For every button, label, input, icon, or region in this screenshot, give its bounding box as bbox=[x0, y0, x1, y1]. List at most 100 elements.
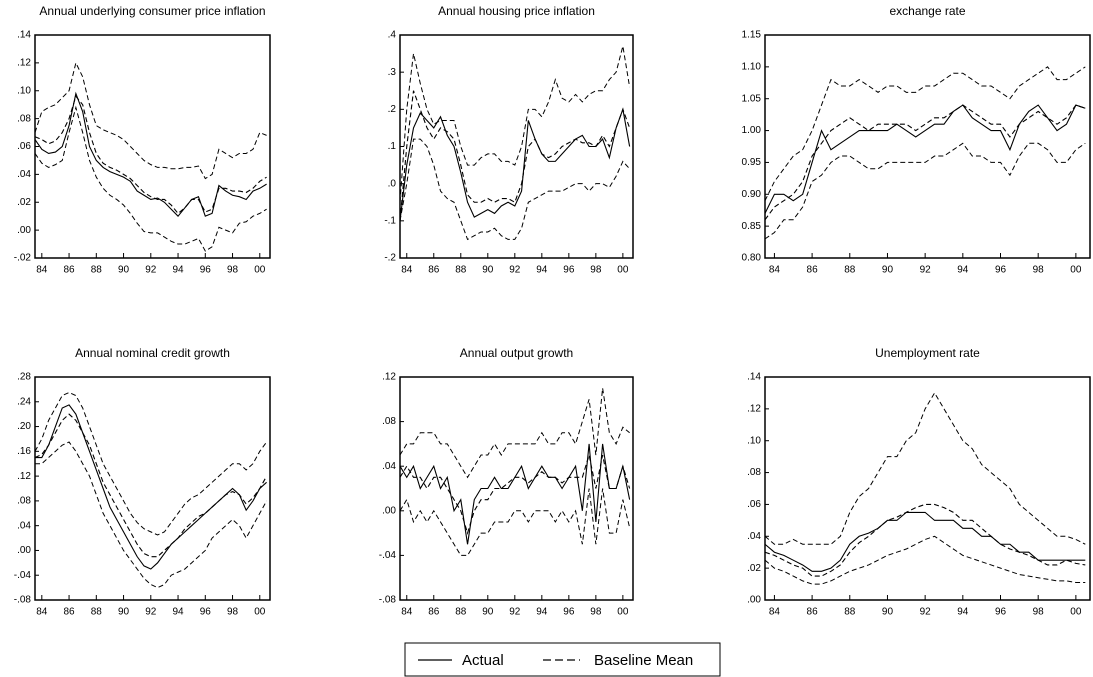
y-tick-label: 0.80 bbox=[742, 253, 762, 264]
x-tick-label: 88 bbox=[455, 265, 467, 276]
band-upper bbox=[399, 46, 631, 203]
y-tick-label: -.08 bbox=[379, 595, 397, 606]
y-tick-label: .02 bbox=[747, 563, 761, 574]
y-tick-label: .20 bbox=[17, 421, 31, 432]
band-upper bbox=[34, 391, 267, 536]
x-tick-label: 96 bbox=[200, 265, 212, 276]
x-tick-label: 84 bbox=[36, 607, 48, 618]
band-lower bbox=[34, 105, 267, 252]
x-tick-label: 94 bbox=[172, 265, 184, 276]
y-tick-label: .24 bbox=[17, 396, 31, 407]
baseline-line bbox=[764, 503, 1086, 577]
x-tick-label: 90 bbox=[882, 607, 894, 618]
chart-title: Annual underlying consumer price inflati… bbox=[39, 4, 265, 18]
baseline-line bbox=[399, 454, 631, 535]
y-tick-label: .02 bbox=[17, 197, 31, 208]
y-tick-label: .12 bbox=[17, 471, 31, 482]
y-tick-label: 1.15 bbox=[742, 30, 762, 41]
band-lower bbox=[764, 142, 1086, 240]
x-tick-label: 90 bbox=[118, 607, 130, 618]
x-tick-label: 90 bbox=[882, 265, 894, 276]
baseline-line bbox=[764, 104, 1086, 221]
baseline-line bbox=[399, 90, 631, 221]
x-tick-label: 86 bbox=[807, 265, 819, 276]
y-tick-label: .04 bbox=[17, 169, 31, 180]
x-tick-label: 84 bbox=[401, 265, 413, 276]
actual-line bbox=[34, 91, 267, 218]
legend-label: Actual bbox=[462, 652, 504, 669]
x-tick-label: 96 bbox=[563, 265, 575, 276]
x-tick-label: 88 bbox=[455, 607, 467, 618]
x-tick-label: 88 bbox=[844, 607, 856, 618]
band-upper bbox=[34, 61, 267, 180]
y-tick-label: .00 bbox=[747, 595, 761, 606]
x-tick-label: 86 bbox=[428, 607, 440, 618]
actual-line bbox=[399, 443, 631, 545]
x-tick-label: 88 bbox=[844, 265, 856, 276]
actual-line bbox=[399, 107, 631, 221]
x-tick-label: 98 bbox=[227, 265, 239, 276]
x-tick-label: 94 bbox=[957, 607, 969, 618]
x-tick-label: 92 bbox=[509, 607, 521, 618]
band-upper bbox=[764, 391, 1086, 545]
x-tick-label: 00 bbox=[254, 265, 266, 276]
x-tick-label: 96 bbox=[995, 607, 1007, 618]
x-tick-label: 98 bbox=[590, 607, 602, 618]
band-upper bbox=[399, 388, 630, 479]
y-tick-label: .12 bbox=[17, 58, 31, 69]
y-tick-label: .0 bbox=[388, 178, 397, 189]
y-tick-label: .4 bbox=[388, 30, 397, 41]
y-tick-label: .08 bbox=[17, 113, 31, 124]
x-tick-label: 86 bbox=[63, 607, 75, 618]
x-tick-label: 86 bbox=[807, 607, 819, 618]
y-tick-label: .1 bbox=[388, 141, 397, 152]
x-tick-label: 94 bbox=[536, 265, 548, 276]
baseline-line bbox=[34, 95, 267, 215]
x-tick-label: 86 bbox=[63, 265, 75, 276]
x-tick-label: 00 bbox=[1070, 265, 1082, 276]
x-tick-label: 96 bbox=[563, 607, 575, 618]
y-tick-label: .28 bbox=[17, 372, 31, 383]
y-tick-label: .12 bbox=[747, 403, 761, 414]
y-tick-label: .08 bbox=[747, 467, 761, 478]
baseline-line bbox=[34, 413, 268, 558]
x-tick-label: 92 bbox=[145, 265, 157, 276]
x-tick-label: 92 bbox=[509, 265, 521, 276]
chart-title: exchange rate bbox=[889, 4, 965, 18]
y-tick-label: -.04 bbox=[379, 550, 397, 561]
x-tick-label: 00 bbox=[617, 607, 629, 618]
x-tick-label: 00 bbox=[1070, 607, 1082, 618]
y-tick-label: .06 bbox=[747, 499, 761, 510]
y-tick-label: -.02 bbox=[14, 253, 32, 264]
y-tick-label: .08 bbox=[382, 416, 396, 427]
chart-title: Annual output growth bbox=[460, 346, 573, 360]
y-tick-label: .06 bbox=[17, 141, 31, 152]
x-tick-label: 94 bbox=[536, 607, 548, 618]
y-tick-label: 1.00 bbox=[742, 125, 762, 136]
plot-frame bbox=[399, 376, 634, 601]
legend-label: Baseline Mean bbox=[594, 652, 693, 669]
y-tick-label: -.1 bbox=[384, 215, 396, 226]
x-tick-label: 92 bbox=[145, 607, 157, 618]
x-tick-label: 96 bbox=[200, 607, 212, 618]
chart-title: Annual nominal credit growth bbox=[75, 346, 230, 360]
y-tick-label: .3 bbox=[388, 67, 397, 78]
band-lower bbox=[399, 488, 631, 556]
y-tick-label: .00 bbox=[382, 505, 396, 516]
x-tick-label: 96 bbox=[995, 265, 1007, 276]
band-lower bbox=[764, 535, 1086, 585]
x-tick-label: 88 bbox=[91, 265, 103, 276]
y-tick-label: .00 bbox=[17, 225, 31, 236]
actual-line bbox=[764, 511, 1086, 572]
x-tick-label: 84 bbox=[36, 265, 48, 276]
x-tick-label: 98 bbox=[227, 607, 239, 618]
y-tick-label: 1.05 bbox=[742, 93, 762, 104]
y-tick-label: 1.10 bbox=[742, 61, 762, 72]
x-tick-label: 90 bbox=[482, 607, 494, 618]
chart-title: Annual housing price inflation bbox=[438, 4, 595, 18]
y-tick-label: .10 bbox=[17, 85, 31, 96]
y-tick-label: -.2 bbox=[384, 253, 396, 264]
actual-line bbox=[764, 104, 1086, 214]
x-tick-label: 94 bbox=[957, 265, 969, 276]
x-tick-label: 90 bbox=[482, 265, 494, 276]
